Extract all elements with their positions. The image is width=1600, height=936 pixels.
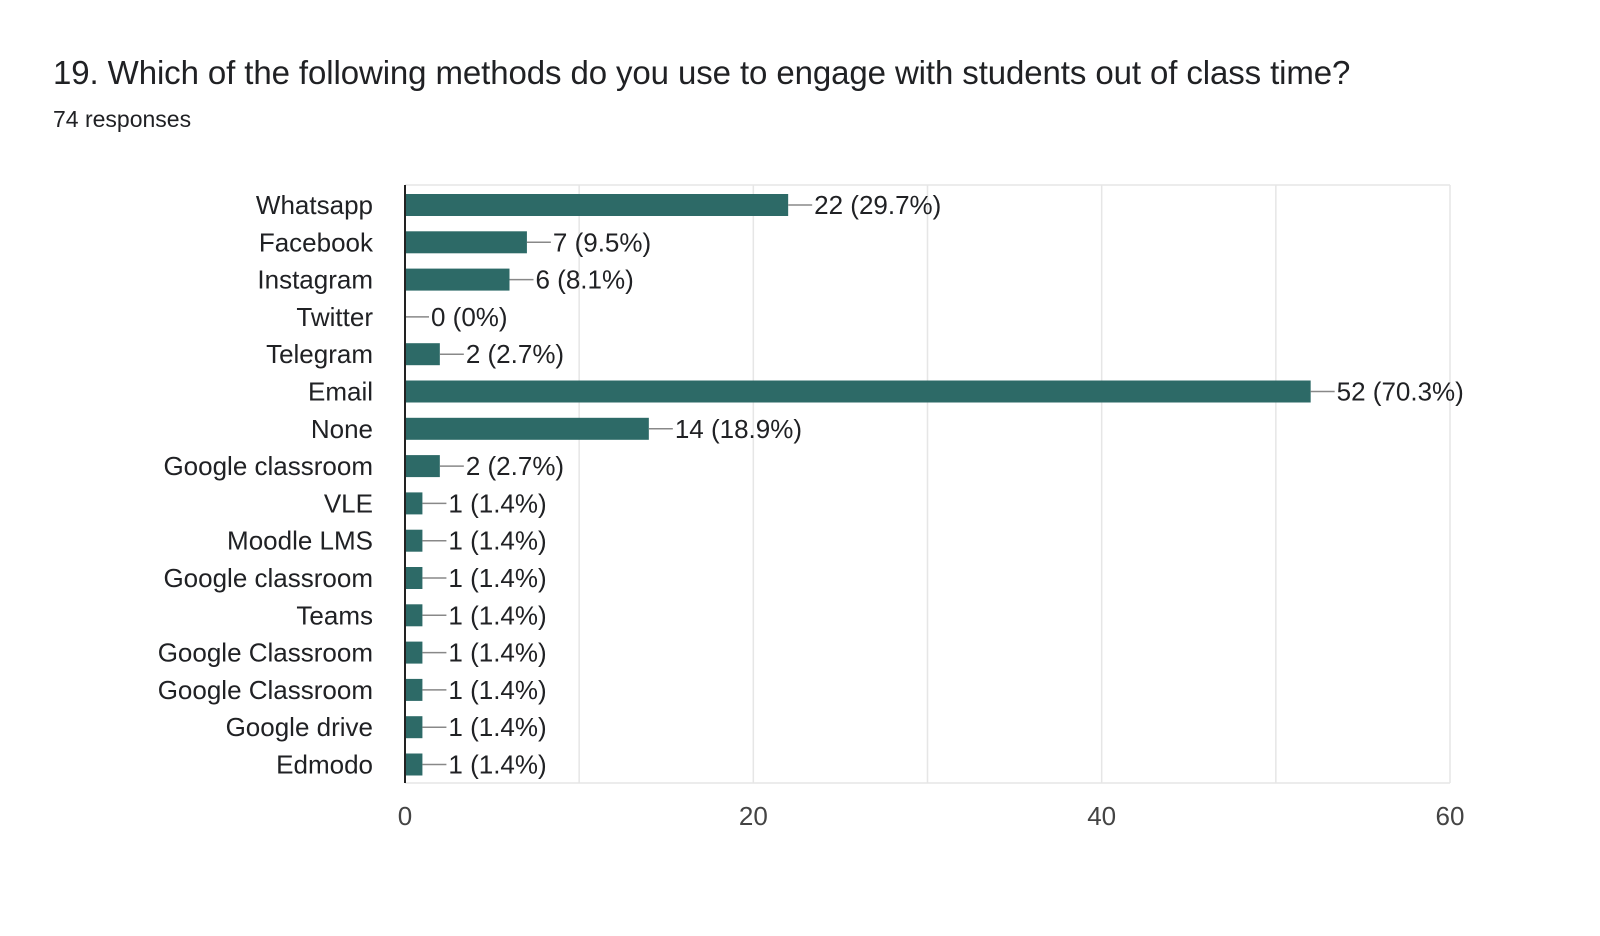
bar <box>405 194 789 216</box>
data-label: 7 (9.5%) <box>553 227 651 257</box>
data-label: 6 (8.1%) <box>536 265 634 295</box>
category-label: Moodle LMS <box>227 526 373 556</box>
data-label: 52 (70.3%) <box>1337 377 1464 407</box>
bars <box>405 194 1335 776</box>
response-count: 74 responses <box>53 106 192 132</box>
bar <box>405 417 649 440</box>
bar <box>405 380 1311 403</box>
category-label: Twitter <box>296 302 373 332</box>
grid-lines <box>405 184 1451 784</box>
category-label: Email <box>308 377 373 407</box>
bar <box>405 567 423 589</box>
category-label: Facebook <box>259 227 374 257</box>
data-label: 1 (1.4%) <box>448 600 546 630</box>
bar <box>405 231 527 254</box>
x-tick-label: 0 <box>398 801 412 831</box>
bar <box>405 641 423 664</box>
data-label: 2 (2.7%) <box>466 339 564 369</box>
data-label: 1 (1.4%) <box>448 488 546 518</box>
bar <box>405 716 423 739</box>
category-label: Telegram <box>266 339 373 369</box>
category-label: Google classroom <box>163 451 373 481</box>
data-label: 1 (1.4%) <box>448 638 546 668</box>
bar <box>405 529 423 552</box>
x-tick-label: 60 <box>1436 801 1465 831</box>
data-label: 22 (29.7%) <box>814 190 941 220</box>
data-label: 1 (1.4%) <box>448 526 546 556</box>
data-label: 1 (1.4%) <box>448 563 546 593</box>
category-label: Google classroom <box>163 563 373 593</box>
bar <box>405 492 423 515</box>
category-label: Edmodo <box>276 750 373 780</box>
data-label: 1 (1.4%) <box>448 675 546 705</box>
data-label: 2 (2.7%) <box>466 451 564 481</box>
category-label: Google Classroom <box>158 638 373 668</box>
category-label: VLE <box>324 488 373 518</box>
category-label: None <box>311 414 373 444</box>
data-label: 14 (18.9%) <box>675 414 802 444</box>
bar <box>405 343 440 366</box>
category-label: Google Classroom <box>158 675 373 705</box>
data-label: 0 (0%) <box>431 302 508 332</box>
x-tick-label: 20 <box>739 801 768 831</box>
labels: Whatsapp 22 (29.7%) Facebook 7 (9.5%) Instag… <box>158 185 1465 831</box>
x-tick-label: 40 <box>1087 801 1116 831</box>
category-label: Instagram <box>257 265 373 295</box>
bar <box>405 753 423 776</box>
bar <box>405 268 510 291</box>
category-label: Google drive <box>226 712 373 742</box>
bar <box>405 678 423 701</box>
bar <box>405 455 440 478</box>
data-label: 1 (1.4%) <box>448 750 546 780</box>
bar <box>405 604 423 627</box>
category-label: Whatsapp <box>256 190 373 220</box>
category-label: Teams <box>296 600 373 630</box>
data-label: 1 (1.4%) <box>448 712 546 742</box>
question-title: 19. Which of the following methods do yo… <box>53 54 1351 91</box>
